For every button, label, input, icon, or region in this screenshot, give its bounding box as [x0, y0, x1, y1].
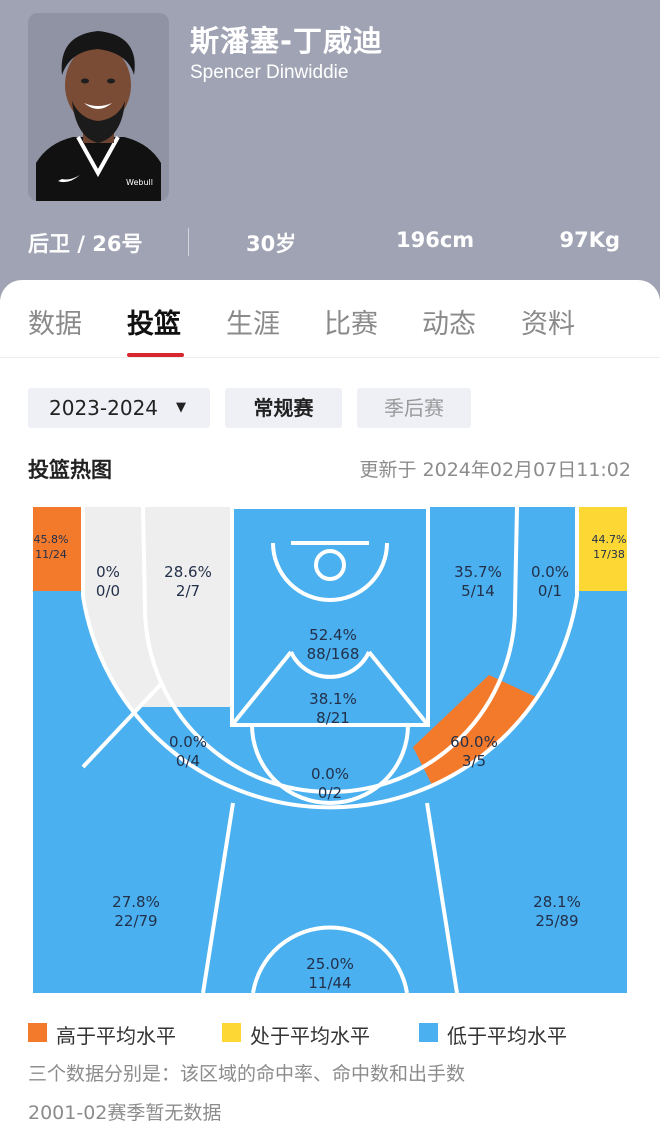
no-data-note: 2001-02赛季暂无数据 [28, 1102, 222, 1124]
zone-labels: 45.8% 11/24 44.7% 17/38 0%0/0 28.6%2/7 52.4%88… [34, 533, 627, 992]
zone-right-corner-three [577, 507, 627, 591]
zone-made-right-wing-three: 25/89 [535, 912, 578, 930]
zone-made-paint-non-ra: 8/21 [316, 709, 350, 727]
zone-made-left-baseline-mid: 0/0 [96, 582, 120, 600]
legend-average-label: 处于平均水平 [250, 1024, 370, 1048]
jersey-sponsor-text: Webull [126, 178, 153, 187]
paint-split-left [230, 650, 293, 727]
tab-news[interactable]: 动态 [422, 309, 476, 340]
mid-range-arc [141, 507, 519, 794]
player-age: 30岁 [246, 232, 297, 256]
zone-pct-right-corner-three: 44.7% [592, 533, 627, 546]
caret-down-icon: ▼ [176, 400, 186, 415]
legend-below-swatch [419, 1023, 438, 1042]
player-height: 196cm [396, 228, 475, 252]
zone-made-right-baseline-mid: 0/1 [538, 582, 562, 600]
zone-made-right-short-mid: 5/14 [461, 582, 495, 600]
basket-icon [271, 541, 389, 602]
zone-pct-top-key-mid: 0.0% [311, 765, 349, 783]
player-name-cn: 斯潘塞-丁威迪 [190, 24, 384, 58]
regular-season-button[interactable]: 常规赛 [225, 388, 342, 428]
heatmap-title: 投篮热图 [28, 458, 112, 482]
heatmap-legend: 高于平均水平 处于平均水平 低于平均水平 [28, 1020, 648, 1048]
right-wing-line [425, 802, 459, 993]
stats-divider [188, 228, 189, 256]
content-panel: 数据 投篮 生涯 比赛 动态 资料 2023-2024 ▼ 常规赛 季后赛 投篮… [0, 280, 660, 1138]
top-key-arc [251, 925, 409, 993]
zone-pct-right-elbow-mid: 60.0% [450, 733, 498, 751]
zone-pct-left-wing-three: 27.8% [112, 893, 160, 911]
zone-pct-top-of-key-three: 25.0% [306, 955, 354, 973]
tab-career[interactable]: 生涯 [226, 309, 280, 340]
season-select[interactable]: 2023-2024 ▼ [28, 388, 210, 428]
zone-made-left-short-mid: 2/7 [176, 582, 200, 600]
zone-pct-left-elbow-mid: 0.0% [169, 733, 207, 751]
heatmap-explain-note: 三个数据分别是：该区域的命中率、命中数和出手数 [28, 1063, 466, 1085]
player-photo: Webull [28, 13, 169, 201]
legend-below-label: 低于平均水平 [447, 1024, 567, 1048]
player-position-number: 后卫 / 26号 [28, 232, 143, 256]
player-name-en: Spencer Dinwiddie [190, 62, 349, 83]
season-select-value: 2023-2024 [49, 396, 159, 420]
zone-made-right-elbow-mid: 3/5 [462, 752, 486, 770]
player-stats-row: 后卫 / 26号 30岁 196cm 97Kg [0, 222, 660, 262]
zone-pct-right-short-mid: 35.7% [454, 563, 502, 581]
restricted-arc [289, 651, 371, 679]
player-header: Webull 斯潘塞-丁威迪 Spencer Dinwiddie 后卫 / 26… [0, 0, 660, 300]
zone-made-left-wing-three: 22/79 [114, 912, 157, 930]
zone-made-right-corner-three: 17/38 [593, 548, 625, 561]
zone-pct-restricted-area: 52.4% [309, 626, 357, 644]
zone-made-left-elbow-mid: 0/4 [176, 752, 200, 770]
tab-shooting[interactable]: 投篮 [127, 309, 181, 340]
shot-heatmap-court: 45.8% 11/24 44.7% 17/38 0% 0/0 28.6% 2/7 52.4% 88… [33, 507, 627, 993]
paint-split-right [367, 650, 430, 727]
zone-pct-left-corner-three: 45.8% [34, 533, 69, 546]
tab-games[interactable]: 比赛 [324, 309, 378, 340]
legend-average-swatch [222, 1023, 241, 1042]
free-throw-arc [250, 724, 410, 805]
zone-left-corner-three [33, 507, 83, 591]
zone-made-left-corner-three: 11/24 [35, 548, 67, 561]
zone-made-top-key-mid: 0/2 [318, 784, 342, 802]
zone-made-restricted-area: 88/168 [307, 645, 360, 663]
paint-box [230, 507, 430, 727]
zone-pct-right-baseline-mid: 0.0% [531, 563, 569, 581]
legend-above-label: 高于平均水平 [56, 1024, 176, 1048]
tab-bar: 数据 投篮 生涯 比赛 动态 资料 [0, 280, 660, 358]
tab-stats[interactable]: 数据 [28, 309, 82, 340]
zone-pct-left-baseline-mid: 0% [96, 563, 120, 581]
heatmap-updated-time: 更新于 2024年02月07日11:02 [359, 459, 631, 481]
three-point-arc [81, 595, 579, 810]
court-lines [81, 507, 579, 993]
zone-pct-paint-non-ra: 38.1% [309, 690, 357, 708]
zone-made-top-of-key-three: 11/44 [308, 974, 351, 992]
left-elbow-line [81, 680, 165, 769]
tab-profile[interactable]: 资料 [521, 309, 575, 340]
zone-pct-right-wing-three: 28.1% [533, 893, 581, 911]
playoffs-button[interactable]: 季后赛 [357, 388, 471, 428]
zone-pct-left-short-mid: 28.6% [164, 563, 212, 581]
player-weight: 97Kg [559, 228, 620, 252]
active-tab-indicator [127, 353, 184, 357]
player-avatar: Webull [28, 13, 169, 201]
left-wing-line [201, 802, 235, 993]
legend-above-swatch [28, 1023, 47, 1042]
